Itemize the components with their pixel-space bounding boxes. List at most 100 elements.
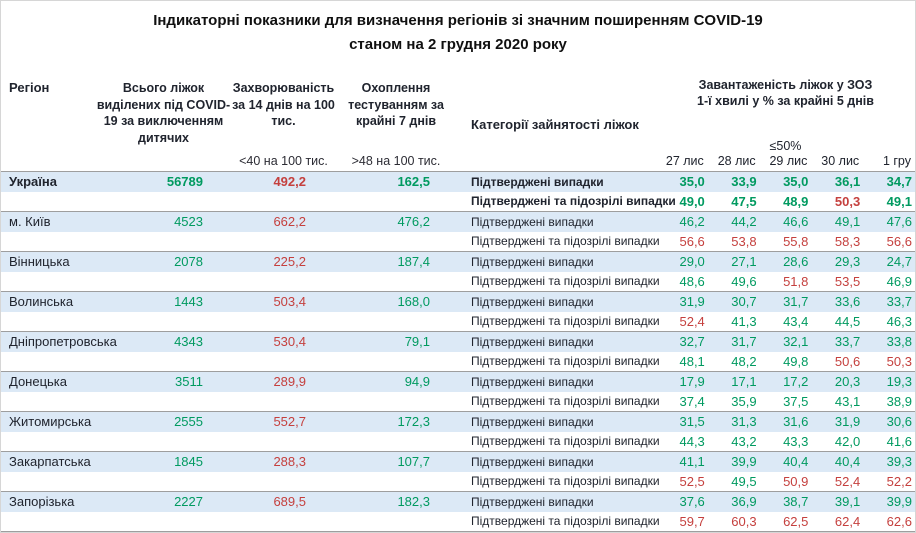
- occupancy-value: 34,7: [886, 174, 912, 190]
- category-label: Підтверджені випадки: [471, 454, 594, 469]
- incidence-value: 289,9: [273, 374, 306, 390]
- table-body: Україна 56789 492,2 162,5 Підтверджені випад…: [1, 172, 915, 532]
- occupancy-value: 29,3: [834, 254, 861, 270]
- occupancy-value: 53,8: [731, 233, 757, 249]
- occupancy-value: 30,6: [886, 414, 912, 430]
- page-title-line1: Індикаторні показники для визначення рег…: [153, 12, 763, 29]
- region-name: Закарпатська: [9, 454, 91, 470]
- occupancy-value: 31,9: [834, 414, 861, 430]
- incidence-value: 689,5: [273, 494, 306, 510]
- occupancy-value: 43,4: [783, 313, 809, 329]
- region-block: Волинська 1443 503,4 168,0 Підтверджені випа…: [1, 291, 915, 331]
- occupancy-value: 51,8: [783, 273, 809, 289]
- occupancy-value: 38,7: [783, 494, 809, 510]
- occupancy-value: 28,6: [783, 254, 809, 270]
- beds-value: 1443: [174, 294, 203, 310]
- occupancy-value: 41,3: [731, 313, 757, 329]
- testing-value: 168,0: [397, 294, 430, 310]
- header-testing-threshold: >48 на 100 тис.: [351, 154, 441, 168]
- header-occupancy-title: Завантаженість ліжок у ЗОЗ 1-ї хвилі у %…: [656, 77, 915, 110]
- occupancy-value: 32,1: [783, 334, 809, 350]
- header-incidence-threshold: <40 на 100 тис.: [239, 154, 328, 168]
- region-block: м. Київ 4523 662,2 476,2 Підтверджені випадк…: [1, 211, 915, 251]
- suspected-row: Підтверджені та підозрілі випадки 48,1 48,…: [1, 352, 915, 372]
- region-name: Запорізька: [9, 494, 75, 510]
- header-testing: Охоплення тестуванням за крайні 7 днів >…: [336, 63, 456, 171]
- incidence-value: 662,2: [273, 214, 306, 230]
- occupancy-value: 36,1: [834, 174, 861, 190]
- occupancy-value: 37,4: [679, 393, 705, 409]
- occupancy-value: 33,9: [731, 174, 757, 190]
- occupancy-value: 48,6: [679, 273, 705, 289]
- header-date: 27 лис: [665, 154, 704, 168]
- occupancy-value: 31,7: [731, 334, 757, 350]
- confirmed-row: Україна 56789 492,2 162,5 Підтверджені випад…: [1, 172, 915, 192]
- category-label: Підтверджені та підозрілі випадки: [471, 514, 660, 529]
- occupancy-value: 19,3: [886, 374, 912, 390]
- occupancy-value: 31,5: [679, 414, 705, 430]
- occupancy-value: 58,3: [834, 233, 861, 249]
- incidence-value: 503,4: [273, 294, 306, 310]
- occupancy-value: 55,8: [783, 233, 809, 249]
- occupancy-value: 20,3: [834, 374, 861, 390]
- suspected-row: Підтверджені та підозрілі випадки 48,6 49,…: [1, 272, 915, 292]
- incidence-value: 530,4: [273, 334, 306, 350]
- occupancy-value: 56,6: [679, 233, 705, 249]
- occupancy-value: 17,2: [783, 374, 809, 390]
- occupancy-value: 50,3: [834, 193, 861, 209]
- region-name: Волинська: [9, 294, 74, 310]
- header-testing-title: Охоплення тестуванням за крайні 7 днів: [348, 81, 444, 128]
- occupancy-value: 49,0: [679, 193, 705, 209]
- table-header: Регіон Всього ліжок виділених під COVID-…: [1, 63, 915, 172]
- occupancy-value: 33,6: [834, 294, 861, 310]
- region-block: Україна 56789 492,2 162,5 Підтверджені випад…: [1, 172, 915, 211]
- confirmed-row: Житомирська 2555 552,7 172,3 Підтверджені ви…: [1, 412, 915, 432]
- header-occupancy-title-line1: Завантаженість ліжок у ЗОЗ: [698, 78, 873, 92]
- category-label: Підтверджені випадки: [471, 254, 594, 269]
- incidence-value: 288,3: [273, 454, 306, 470]
- occupancy-value: 49,8: [783, 353, 809, 369]
- occupancy-value: 46,6: [783, 214, 809, 230]
- header-incidence-title: Захворюваність за 14 днів на 100 тис.: [232, 81, 335, 128]
- occupancy-value: 50,6: [834, 353, 861, 369]
- occupancy-value: 27,1: [731, 254, 757, 270]
- header-date-row: 27 лис 28 лис 29 лис 30 лис 1 гру: [656, 154, 915, 171]
- occupancy-value: 33,7: [886, 294, 912, 310]
- occupancy-value: 49,1: [886, 193, 912, 209]
- occupancy-value: 62,4: [834, 513, 861, 529]
- suspected-row: Підтверджені та підозрілі випадки 56,6 53,…: [1, 232, 915, 252]
- occupancy-value: 46,2: [679, 214, 705, 230]
- header-date: 29 лис: [769, 154, 808, 168]
- region-block: Житомирська 2555 552,7 172,3 Підтверджені ви…: [1, 411, 915, 451]
- beds-value: 56789: [166, 174, 203, 190]
- testing-value: 79,1: [404, 334, 430, 350]
- testing-value: 182,3: [397, 494, 430, 510]
- occupancy-value: 43,1: [834, 393, 861, 409]
- category-label: Підтверджені та підозрілі випадки: [471, 354, 660, 369]
- header-date: 1 гру: [882, 154, 911, 168]
- occupancy-value: 46,3: [886, 313, 912, 329]
- category-label: Підтверджені випадки: [471, 334, 594, 349]
- occupancy-value: 44,2: [731, 214, 757, 230]
- category-label: Підтверджені та підозрілі випадки: [471, 394, 660, 409]
- occupancy-value: 38,9: [886, 393, 912, 409]
- category-label: Підтверджені та підозрілі випадки: [471, 194, 676, 209]
- incidence-value: 225,2: [273, 254, 306, 270]
- beds-value: 2555: [174, 414, 203, 430]
- region-name: Житомирська: [9, 414, 92, 430]
- testing-value: 172,3: [397, 414, 430, 430]
- category-label: Підтверджені випадки: [471, 174, 604, 189]
- occupancy-value: 39,9: [731, 454, 757, 470]
- testing-value: 476,2: [397, 214, 430, 230]
- confirmed-row: Запорізька 2227 689,5 182,3 Підтверджені вип…: [1, 492, 915, 512]
- beds-value: 4523: [174, 214, 203, 230]
- page-title: Індикаторні показники для визначення рег…: [1, 1, 915, 63]
- confirmed-row: Волинська 1443 503,4 168,0 Підтверджені випа…: [1, 292, 915, 312]
- occupancy-value: 37,6: [679, 494, 705, 510]
- beds-value: 2227: [174, 494, 203, 510]
- beds-value: 4343: [174, 334, 203, 350]
- header-occupancy-title-line2: 1-ї хвилі у % за крайні 5 днів: [697, 94, 874, 109]
- category-label: Підтверджені та підозрілі випадки: [471, 434, 660, 449]
- occupancy-value: 35,0: [679, 174, 705, 190]
